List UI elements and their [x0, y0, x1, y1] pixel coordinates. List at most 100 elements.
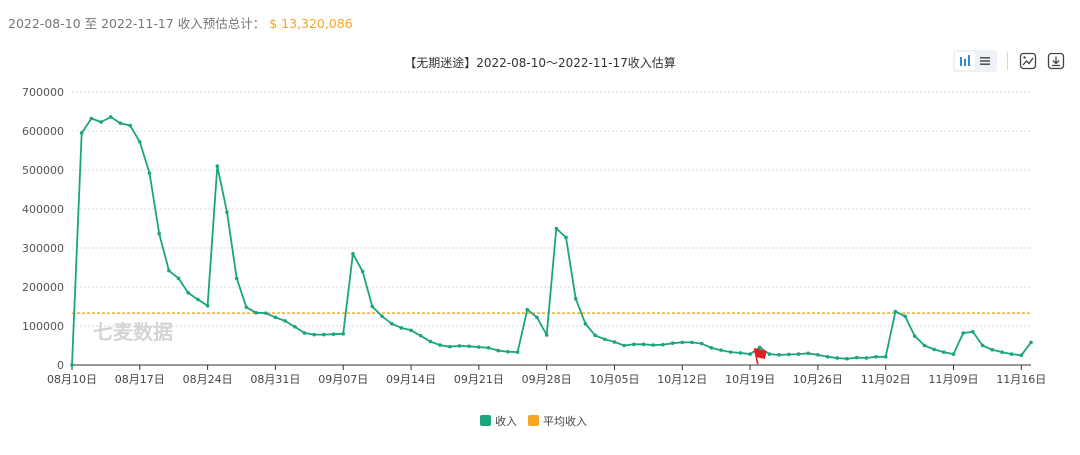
data-point[interactable] — [661, 342, 665, 347]
data-point[interactable] — [690, 340, 694, 345]
data-point[interactable] — [796, 352, 801, 356]
data-point[interactable] — [632, 342, 636, 347]
data-point[interactable] — [845, 356, 849, 361]
data-point[interactable] — [1000, 350, 1004, 354]
data-point[interactable] — [680, 340, 685, 345]
data-point[interactable] — [409, 328, 413, 333]
data-point[interactable] — [942, 350, 946, 354]
data-point[interactable] — [951, 352, 956, 356]
data-point[interactable] — [79, 131, 84, 135]
data-point[interactable] — [89, 116, 94, 121]
data-point[interactable] — [467, 344, 471, 349]
data-point[interactable] — [980, 343, 985, 348]
data-point[interactable] — [544, 333, 549, 337]
data-point[interactable] — [709, 346, 714, 350]
data-point[interactable] — [447, 344, 452, 349]
legend-swatch[interactable] — [480, 415, 491, 426]
data-point[interactable] — [564, 235, 568, 240]
data-point[interactable] — [816, 353, 820, 357]
data-point[interactable] — [670, 341, 675, 345]
data-point[interactable] — [748, 352, 752, 356]
data-point[interactable] — [99, 120, 103, 124]
data-point[interactable] — [341, 332, 346, 336]
data-point[interactable] — [835, 356, 840, 360]
data-point[interactable] — [167, 268, 171, 273]
data-point[interactable] — [292, 324, 297, 329]
legend-label[interactable]: 平均收入 — [543, 414, 587, 428]
data-point[interactable] — [70, 363, 74, 367]
data-point[interactable] — [457, 344, 462, 348]
data-point[interactable] — [719, 348, 723, 352]
data-point[interactable] — [777, 353, 781, 357]
data-point[interactable] — [389, 321, 394, 326]
data-point[interactable] — [428, 339, 433, 344]
data-point[interactable] — [622, 343, 626, 348]
data-point[interactable] — [883, 355, 888, 359]
data-point[interactable] — [312, 332, 316, 337]
legend-swatch[interactable] — [528, 415, 539, 426]
data-point[interactable] — [506, 349, 510, 354]
data-point[interactable] — [370, 304, 375, 309]
data-point[interactable] — [157, 231, 161, 236]
data-point[interactable] — [515, 350, 520, 354]
data-point[interactable] — [283, 319, 287, 323]
image-icon[interactable] — [1018, 51, 1038, 71]
data-point[interactable] — [699, 341, 704, 346]
data-point[interactable] — [825, 355, 830, 359]
data-point[interactable] — [932, 347, 936, 352]
data-point[interactable] — [108, 115, 113, 119]
data-point[interactable] — [535, 315, 539, 320]
data-point[interactable] — [893, 309, 898, 314]
data-point[interactable] — [1009, 352, 1014, 356]
data-point[interactable] — [263, 311, 268, 315]
data-point[interactable] — [554, 226, 559, 231]
data-point[interactable] — [331, 332, 336, 336]
data-point[interactable] — [273, 315, 278, 320]
marker-flag[interactable] — [753, 348, 767, 360]
data-point[interactable] — [612, 340, 617, 344]
data-point[interactable] — [186, 291, 191, 295]
data-point[interactable] — [234, 276, 239, 281]
bar-chart-icon[interactable] — [955, 52, 975, 70]
data-point[interactable] — [1019, 353, 1024, 358]
data-point[interactable] — [215, 164, 220, 168]
data-point[interactable] — [806, 351, 811, 356]
data-point[interactable] — [128, 123, 132, 128]
data-point[interactable] — [176, 276, 181, 281]
data-point[interactable] — [496, 348, 501, 353]
data-point[interactable] — [903, 314, 907, 319]
data-point[interactable] — [351, 252, 355, 256]
data-point[interactable] — [486, 346, 491, 350]
data-point[interactable] — [593, 333, 597, 338]
data-point[interactable] — [912, 334, 917, 338]
data-point[interactable] — [757, 345, 762, 350]
data-point[interactable] — [360, 269, 365, 274]
data-point[interactable] — [380, 314, 384, 319]
data-point[interactable] — [399, 326, 404, 330]
data-point[interactable] — [254, 310, 258, 315]
data-point[interactable] — [573, 296, 578, 301]
data-point[interactable] — [525, 307, 530, 312]
data-point[interactable] — [971, 330, 975, 334]
data-point[interactable] — [864, 356, 869, 360]
data-point[interactable] — [738, 351, 743, 355]
data-point[interactable] — [1029, 340, 1033, 345]
data-point[interactable] — [147, 171, 152, 175]
data-point[interactable] — [138, 140, 142, 144]
data-point[interactable] — [787, 352, 791, 357]
data-point[interactable] — [961, 331, 965, 335]
data-point[interactable] — [990, 347, 995, 352]
event-marker[interactable] — [753, 348, 767, 365]
data-point[interactable] — [244, 305, 249, 310]
data-point[interactable] — [118, 121, 123, 125]
data-point[interactable] — [583, 321, 588, 326]
data-point[interactable] — [641, 342, 646, 347]
data-point[interactable] — [854, 355, 859, 360]
data-point[interactable] — [322, 332, 326, 337]
download-icon[interactable] — [1046, 51, 1066, 71]
data-point[interactable] — [302, 331, 307, 335]
data-point[interactable] — [767, 352, 772, 356]
data-point[interactable] — [225, 210, 229, 214]
data-point[interactable] — [874, 355, 878, 359]
data-point[interactable] — [438, 343, 442, 347]
